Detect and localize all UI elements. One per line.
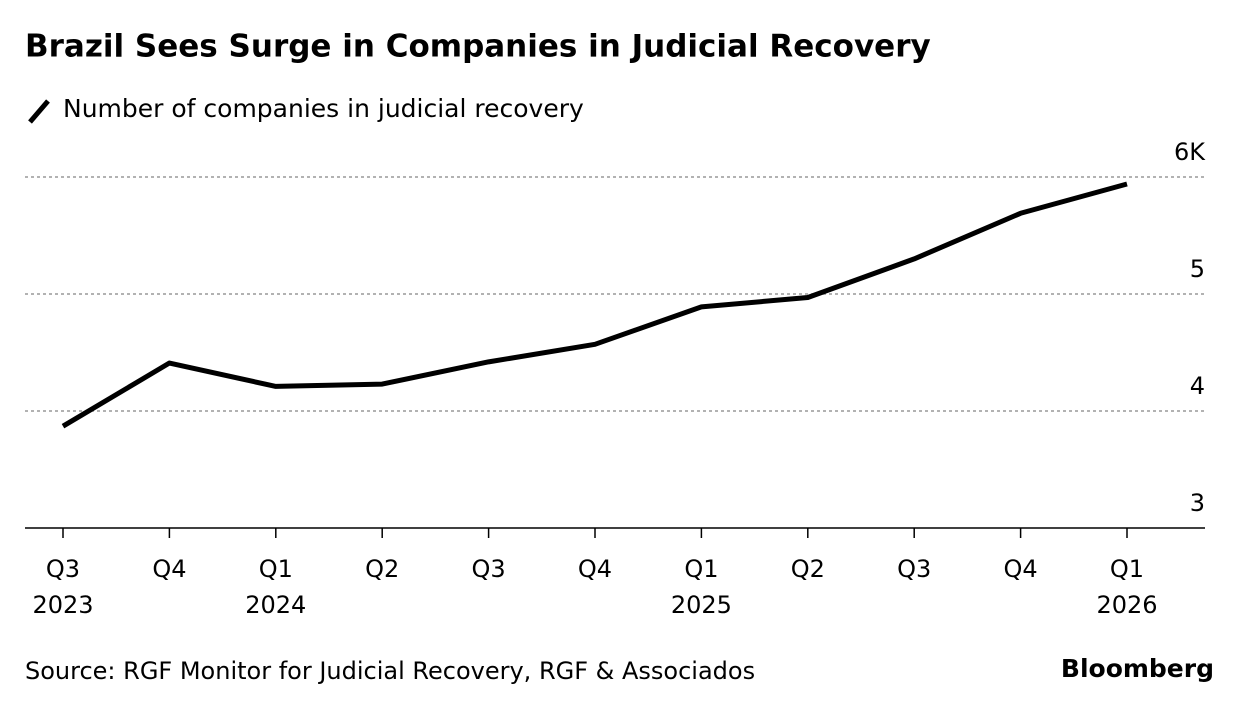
source: Source: RGF Monitor for Judicial Recover… xyxy=(25,657,755,685)
x-tick-label: Q4 xyxy=(152,555,186,583)
chart-title: Brazil Sees Surge in Companies in Judici… xyxy=(25,29,931,65)
x-tick-label: Q2 xyxy=(365,555,399,583)
series-line xyxy=(61,181,1128,429)
x-tick-label: Q1 xyxy=(1110,555,1144,583)
x-tick-label: Q1 xyxy=(259,555,293,583)
y-tick-label: 5 xyxy=(1190,255,1205,283)
x-tick-year: 2026 xyxy=(1096,591,1157,619)
legend-label: Number of companies in judicial recovery xyxy=(63,94,584,123)
y-tick-label: 3 xyxy=(1190,489,1205,517)
brand: Bloomberg xyxy=(1061,654,1214,683)
x-tick-label: Q3 xyxy=(472,555,506,583)
x-tick-label: Q1 xyxy=(684,555,718,583)
x-tick-label: Q4 xyxy=(578,555,612,583)
y-tick-label: 6K xyxy=(1174,138,1206,166)
x-tick-year: 2024 xyxy=(245,591,306,619)
legend-icon xyxy=(28,99,50,124)
y-tick-label: 4 xyxy=(1190,372,1205,400)
x-tick-year: 2025 xyxy=(671,591,732,619)
x-tick-label: Q3 xyxy=(46,555,80,583)
x-tick-label: Q4 xyxy=(1004,555,1038,583)
x-tick-label: Q3 xyxy=(897,555,931,583)
x-tick-label: Q2 xyxy=(791,555,825,583)
x-tick-year: 2023 xyxy=(32,591,93,619)
